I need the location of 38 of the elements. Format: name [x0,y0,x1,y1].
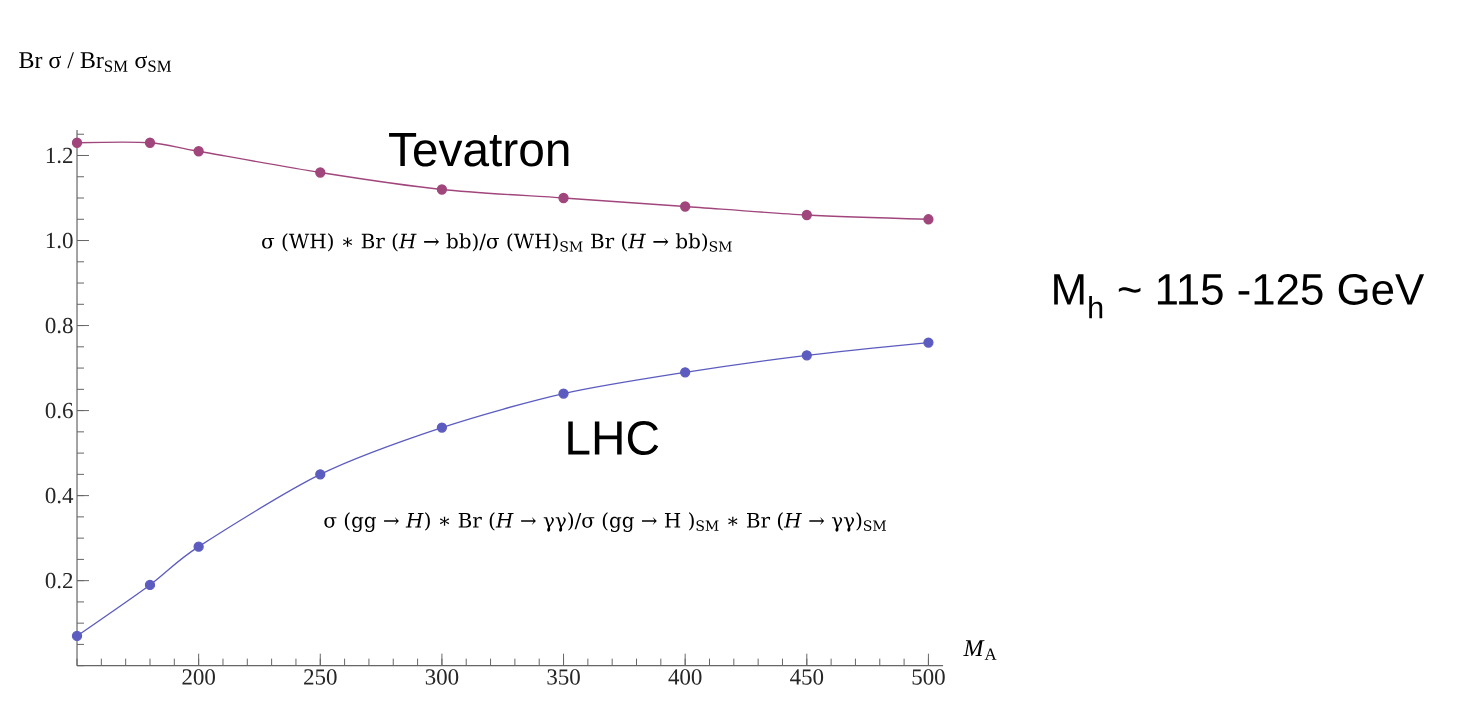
y-tick-label: 1.2 [46,147,73,164]
y-axis-title: Br σ / Br$_{SM}$ σ$_{SM}$ [19,52,172,72]
x-tick-label: 450 [790,669,824,685]
point [558,388,569,399]
point [680,201,691,212]
y-tick-label: 0.4 [45,487,74,504]
x-tick-label: 350 [547,669,580,685]
x-tick-label: 200 [182,669,215,685]
point [315,469,326,480]
point [436,184,448,195]
point [71,630,83,642]
point [144,579,156,591]
point [558,192,569,204]
y-tick-label: 1.0 [46,232,73,249]
point [923,214,934,225]
series-label: LHC [568,421,659,455]
y-tick-label: 0.2 [45,572,73,589]
series-label: Tevatron [389,133,569,167]
x-tick-label: 500 [912,669,945,685]
point [193,541,204,552]
point [71,137,83,148]
point [436,422,448,433]
text: M$_{h}$ ~ 115 -125 GeV [1054,273,1425,319]
point [193,146,204,157]
point [315,167,326,178]
y-tick-label: 0.6 [45,402,73,419]
point [801,209,812,221]
x-tick-label: 250 [304,669,337,685]
point [801,350,812,361]
text: σ (gg → H) ∗ Br (H → γγ)/σ (gg → H )$_{SM}$ ∗ Br (H → γγ)$_{SM}$ [324,512,886,532]
annotation: σ (WH) ∗ Br (H → bb)/σ (WH)$_{SM}$ Br (H → bb)$_{SM}$ [262,233,732,252]
point [680,367,691,378]
point [144,137,156,148]
x-tick-label: 300 [425,669,459,685]
y-tick-label: 0.8 [45,317,73,334]
x-axis-title: M$_{A}$ [963,640,997,660]
x-tick-label: 400 [668,669,702,685]
point [923,337,934,348]
